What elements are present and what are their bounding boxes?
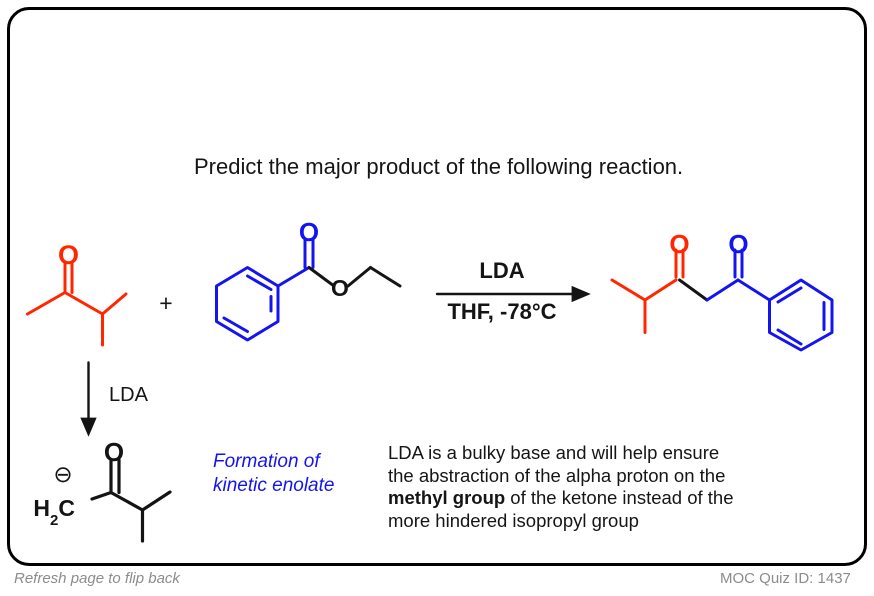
svg-text:⊖: ⊖	[53, 461, 72, 487]
svg-text:O: O	[331, 275, 349, 301]
svg-text:O: O	[728, 229, 748, 259]
svg-text:+: +	[159, 290, 172, 316]
svg-text:H2C: H2C	[33, 495, 75, 529]
svg-text:O: O	[58, 240, 79, 270]
svg-text:O: O	[104, 437, 124, 467]
svg-text:LDA: LDA	[479, 258, 524, 283]
svg-text:LDA: LDA	[109, 384, 149, 406]
svg-text:O: O	[669, 229, 689, 259]
svg-text:O: O	[299, 217, 319, 247]
svg-text:THF, -78°C: THF, -78°C	[447, 299, 556, 324]
